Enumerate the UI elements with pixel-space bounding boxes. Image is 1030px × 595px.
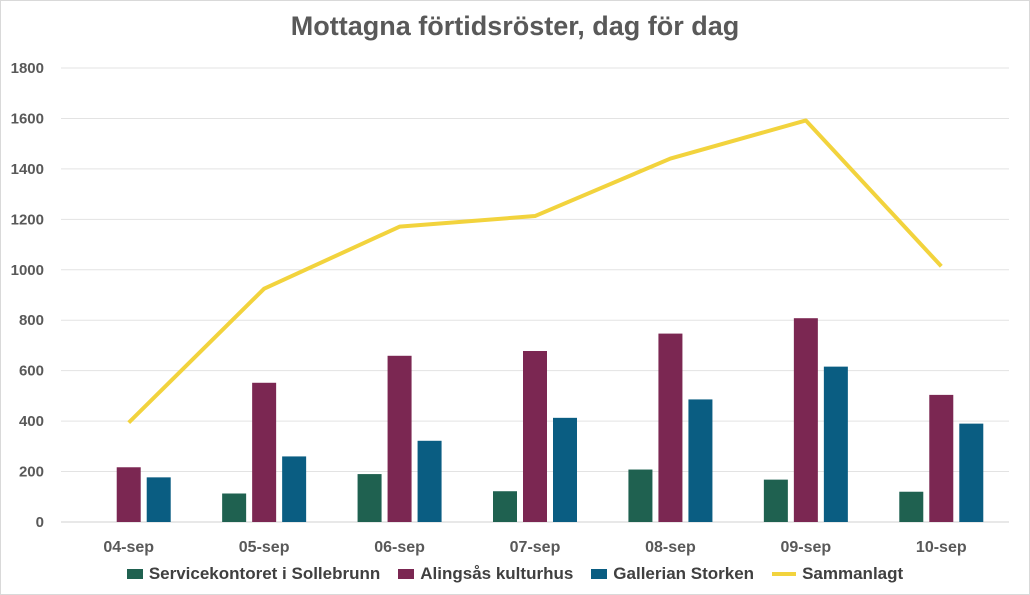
series-line — [127, 118, 943, 425]
legend-item: Servicekontoret i Sollebrunn — [126, 564, 381, 584]
legend-swatch — [772, 572, 797, 576]
y-tick-label: 1600 — [11, 110, 44, 127]
y-tick-label: 400 — [19, 413, 44, 430]
legend-label: Sammanlagt — [802, 564, 904, 583]
legend-label: Servicekontoret i Sollebrunn — [148, 564, 381, 583]
y-tick-label: 1800 — [11, 60, 44, 77]
legend-item: Sammanlagt — [772, 564, 903, 584]
legend: Servicekontoret i Sollebrunn Alingsås kul… — [1, 564, 1029, 584]
y-tick-label: 1400 — [11, 161, 44, 178]
bar — [763, 479, 788, 522]
legend-swatch — [591, 569, 608, 579]
bar — [252, 382, 277, 522]
bar — [282, 456, 307, 522]
bar — [628, 469, 653, 522]
bar — [146, 477, 171, 522]
x-tick-label: 09-sep — [781, 539, 832, 556]
bar — [793, 318, 818, 522]
y-tick-label: 0 — [36, 514, 44, 531]
bar — [417, 440, 442, 522]
legend-swatch — [126, 569, 143, 579]
chart-title: Mottagna förtidsröster, dag för dag — [290, 11, 740, 41]
x-tick-label: 06-sep — [374, 539, 425, 556]
legend-swatch — [398, 569, 415, 579]
bar — [823, 366, 848, 522]
bar — [523, 350, 547, 522]
x-tick-label: 05-sep — [239, 539, 290, 556]
legend-item: Alingsås kulturhus — [398, 564, 573, 584]
y-tick-label: 600 — [19, 363, 44, 380]
y-tick-label: 200 — [19, 464, 44, 481]
legend-item: Gallerian Storken — [591, 564, 754, 584]
y-tick-label: 1000 — [11, 262, 44, 279]
bar — [658, 333, 683, 522]
bar — [959, 423, 984, 522]
bar — [899, 491, 924, 522]
legend-label: Gallerian Storken — [613, 564, 755, 583]
bar — [357, 474, 382, 522]
bar — [553, 417, 577, 522]
bar — [929, 394, 954, 522]
bar — [116, 467, 141, 522]
bar — [493, 491, 517, 522]
x-tick-label: 04-sep — [103, 539, 154, 556]
bar — [222, 493, 247, 522]
bar — [387, 355, 412, 522]
x-tick-label: 08-sep — [645, 539, 696, 556]
x-tick-label: 07-sep — [510, 539, 561, 556]
y-tick-label: 1200 — [11, 211, 44, 228]
legend-label: Alingsås kulturhus — [420, 564, 574, 583]
bar — [688, 399, 713, 522]
x-tick-label: 10-sep — [916, 539, 967, 556]
y-tick-label: 800 — [19, 312, 44, 329]
